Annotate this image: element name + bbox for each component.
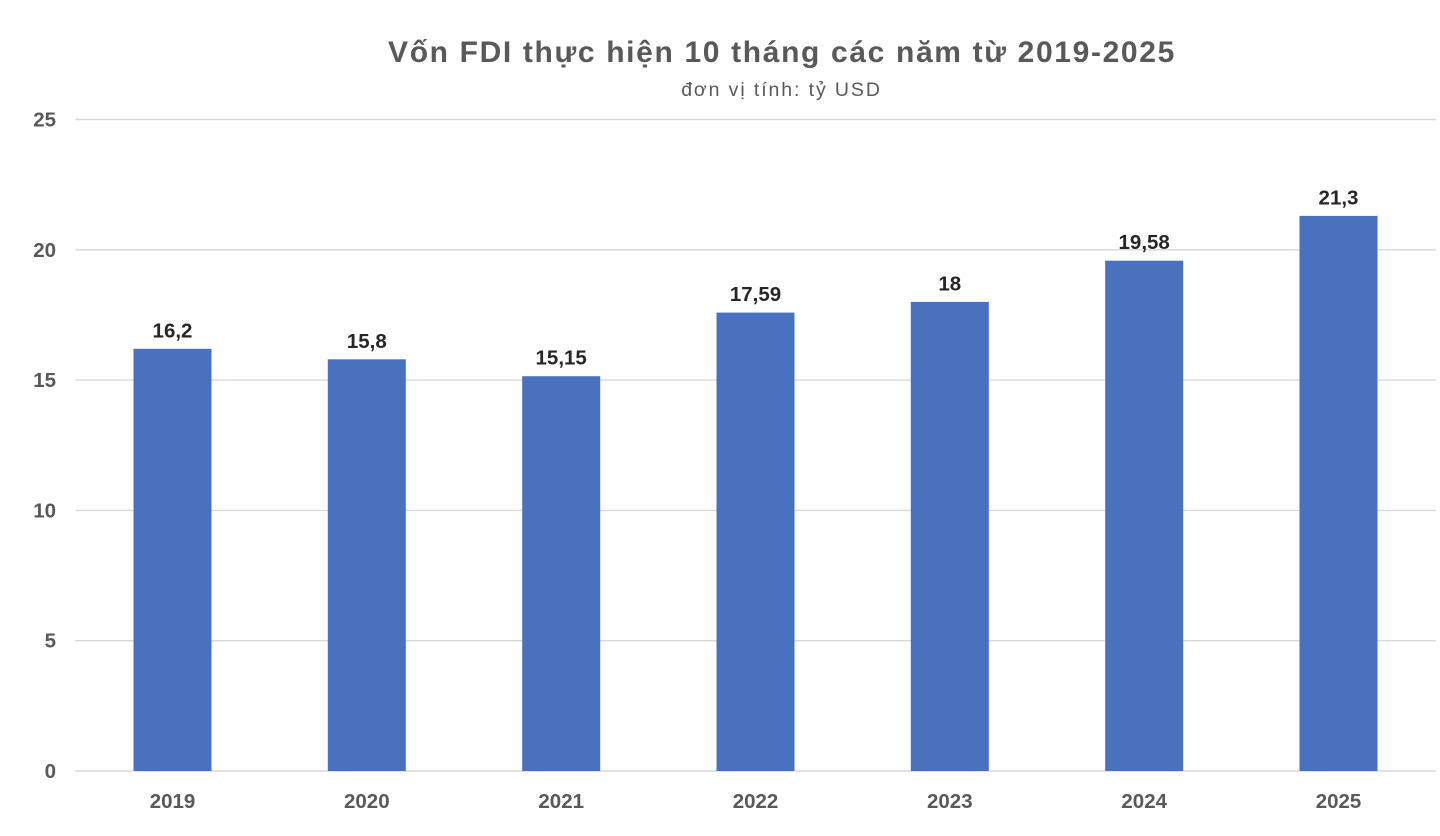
svg-text:15: 15 xyxy=(33,369,56,392)
svg-text:18: 18 xyxy=(938,272,961,295)
svg-text:20: 20 xyxy=(33,239,56,262)
svg-text:21,3: 21,3 xyxy=(1319,186,1359,209)
svg-text:2019: 2019 xyxy=(150,790,196,813)
svg-text:Vốn FDI thực hiện 10 tháng các: Vốn FDI thực hiện 10 tháng các năm từ 20… xyxy=(388,36,1176,69)
svg-text:5: 5 xyxy=(45,630,56,653)
svg-text:2024: 2024 xyxy=(1121,790,1167,813)
svg-text:15,8: 15,8 xyxy=(347,330,387,353)
svg-text:25: 25 xyxy=(33,109,56,132)
svg-text:0: 0 xyxy=(45,760,56,783)
svg-text:19,58: 19,58 xyxy=(1119,231,1170,254)
svg-text:2020: 2020 xyxy=(344,790,390,813)
svg-text:2022: 2022 xyxy=(733,790,779,813)
svg-text:10: 10 xyxy=(33,499,56,522)
svg-text:2021: 2021 xyxy=(538,790,584,813)
svg-text:2025: 2025 xyxy=(1316,790,1362,813)
svg-text:15,15: 15,15 xyxy=(536,347,587,370)
svg-text:16,2: 16,2 xyxy=(153,319,193,342)
svg-text:đơn vị tính: tỷ USD: đơn vị tính: tỷ USD xyxy=(681,79,882,101)
svg-text:2023: 2023 xyxy=(927,790,973,813)
svg-text:17,59: 17,59 xyxy=(730,283,781,306)
